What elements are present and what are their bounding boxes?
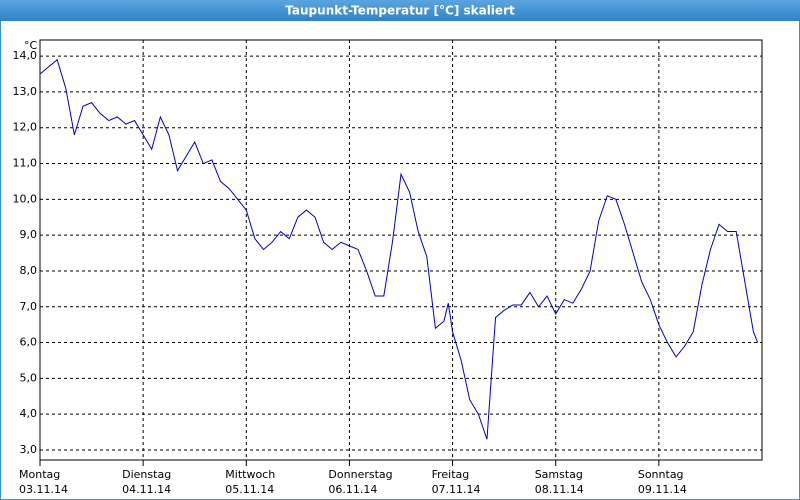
- x-tick-date: 05.11.14: [225, 483, 274, 496]
- y-tick-label: 11,0: [13, 157, 38, 170]
- x-tick-label: Sonntag: [638, 468, 684, 481]
- y-tick-label: 3,0: [20, 443, 38, 456]
- x-tick-date: 08.11.14: [535, 483, 584, 496]
- x-tick-date: 06.11.14: [328, 483, 377, 496]
- y-unit: °C: [24, 39, 38, 52]
- y-tick-label: 8,0: [20, 264, 38, 277]
- x-tick-label: Montag: [19, 468, 60, 481]
- y-tick-label: 10,0: [13, 192, 38, 205]
- data-line: [39, 58, 759, 440]
- x-tick-date: 04.11.14: [122, 483, 171, 496]
- x-tick-date: 03.11.14: [19, 483, 68, 496]
- x-tick-label: Dienstag: [122, 468, 171, 481]
- x-tick-label: Freitag: [432, 468, 470, 481]
- chart-title: Taupunkt-Temperatur [°C] skaliert: [285, 4, 515, 18]
- y-tick-label: 9,0: [20, 228, 38, 241]
- y-tick-label: 4,0: [20, 407, 38, 420]
- x-tick-label: Donnerstag: [328, 468, 392, 481]
- title-bar: [0, 0, 800, 21]
- x-tick-label: Samstag: [535, 468, 583, 481]
- x-tick-label: Mittwoch: [225, 468, 275, 481]
- y-tick-label: 7,0: [20, 300, 38, 313]
- y-tick-label: 13,0: [13, 85, 38, 98]
- y-tick-label: 6,0: [20, 336, 38, 349]
- x-tick-date: 09.11.14: [638, 483, 687, 496]
- y-tick-label: 12,0: [13, 121, 38, 134]
- y-tick-label: 5,0: [20, 371, 38, 384]
- x-tick-date: 07.11.14: [432, 483, 481, 496]
- y-tick-label: 14,0: [13, 49, 38, 62]
